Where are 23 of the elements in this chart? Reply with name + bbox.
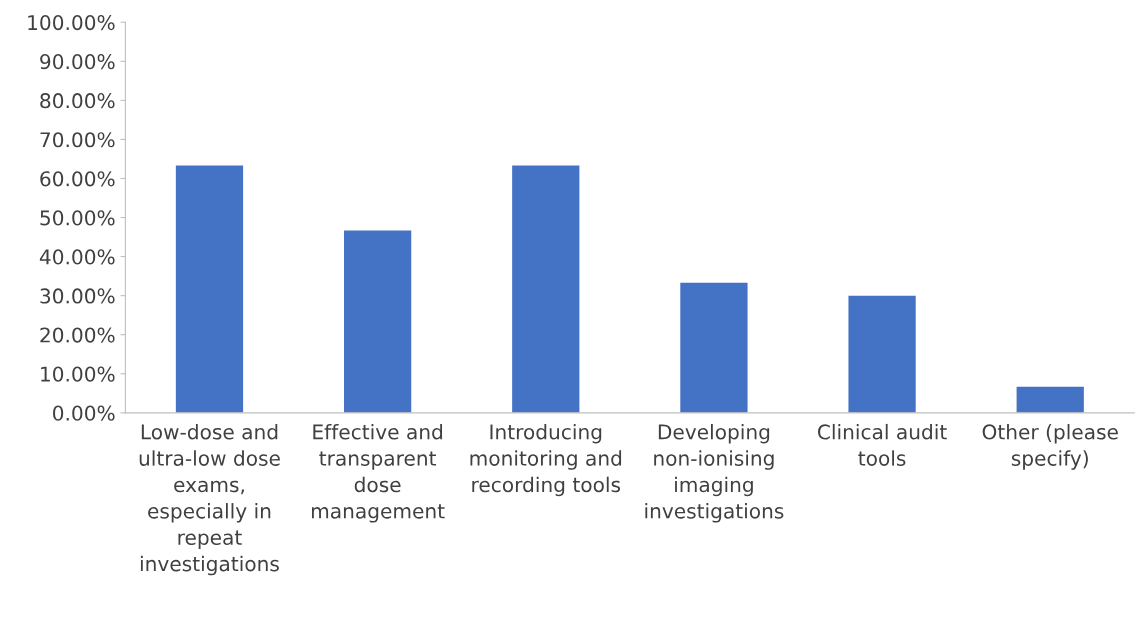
y-tick-label: 90.00% — [40, 54, 115, 70]
y-tick-label: 30.00% — [40, 288, 115, 304]
y-tick-label: 80.00% — [40, 93, 115, 109]
y-tick-label: 0.00% — [53, 405, 115, 421]
x-tick-label: Low-dose and ultra-low dose exams, especially in repeat investigations — [139, 423, 280, 576]
x-tick-label: Effective and transparent dose management — [312, 423, 445, 523]
x-tick-label: Developing non-ionising imaging investigations — [645, 423, 784, 523]
x-tick-label: Clinical audit tools — [818, 423, 947, 466]
y-tick-label: 60.00% — [40, 171, 115, 187]
bar — [344, 230, 412, 413]
bar — [1016, 386, 1084, 413]
bar — [848, 295, 916, 413]
bar — [512, 165, 580, 413]
y-tick-label: 10.00% — [41, 366, 115, 382]
bar — [680, 282, 748, 413]
x-tick-label: Other (please specify) — [982, 423, 1118, 470]
y-tick-label: 100.00% — [28, 14, 115, 31]
y-tick-label: 70.00% — [40, 132, 115, 148]
bar — [175, 165, 244, 413]
y-tick-label: 20.00% — [40, 327, 115, 343]
y-tick-label: 40.00% — [39, 249, 115, 265]
x-tick-label: Introducing monitoring and recording tools — [470, 423, 622, 497]
y-tick-label: 50.00% — [40, 210, 115, 226]
